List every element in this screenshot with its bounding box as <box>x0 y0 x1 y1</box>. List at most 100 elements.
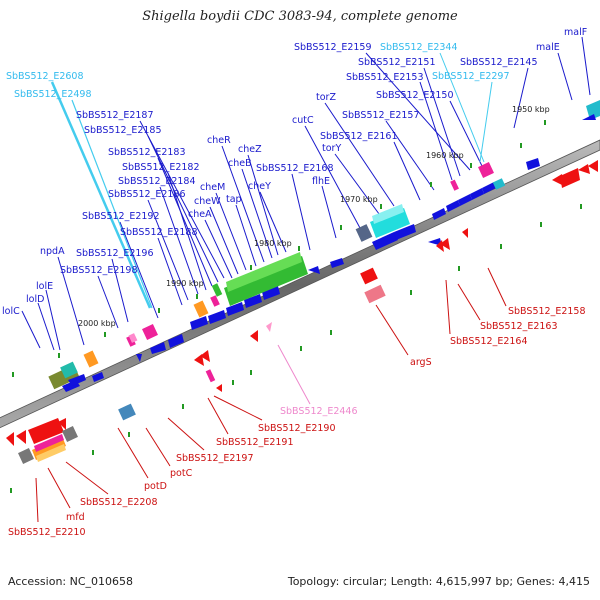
gene-block-teal <box>60 361 78 379</box>
leader-potC <box>145 427 171 467</box>
leader-E2498 <box>71 99 153 309</box>
tick-label: 1950 kbp <box>512 105 550 114</box>
gene-label: cheA <box>188 209 212 220</box>
gene-label: SbBS512_E2182 <box>122 162 200 173</box>
gene-arrow <box>58 418 66 430</box>
leader-E2186 <box>147 199 189 301</box>
leader-cheY <box>259 191 287 253</box>
gene-block-red <box>28 418 64 444</box>
leader-E2196 <box>111 258 129 323</box>
gene-label: SbBS512_E2198 <box>60 265 138 276</box>
tick-mark <box>300 346 302 351</box>
gene-label: mfd <box>66 512 85 523</box>
gene-block-green <box>211 283 223 297</box>
leader-cutC <box>304 125 361 229</box>
leader-potD <box>117 427 149 479</box>
tick-mark <box>540 222 542 227</box>
gene-label: malF <box>564 27 587 38</box>
gene-arrow <box>16 430 26 444</box>
gene-arrow <box>330 258 344 268</box>
rna-label: SbBS512_E2297 <box>432 71 510 82</box>
gene-arrow <box>68 374 86 386</box>
tick-label: 1960 kbp <box>426 151 464 160</box>
leader-E2183 <box>157 157 213 287</box>
tick-mark <box>92 450 94 455</box>
leader-E2191 <box>207 397 229 435</box>
gene-block-orange <box>83 350 99 368</box>
gene-arrow <box>168 334 184 348</box>
tick-label: 1970 kbp <box>340 195 378 204</box>
gene-label: cheW <box>194 196 221 207</box>
gene-arrow <box>526 158 540 170</box>
tick-mark <box>520 143 522 148</box>
gene-arrow <box>136 354 142 362</box>
gene-label: SbBS512_E2210 <box>8 527 86 538</box>
tick-label: 2000 kbp <box>78 319 116 328</box>
gene-arrow <box>190 316 208 330</box>
leader-torY <box>334 153 383 219</box>
gene-pseudo <box>266 322 272 332</box>
gene-arrow <box>250 330 258 342</box>
leader-cheW <box>209 206 239 275</box>
gene-label: SbBS512_E2157 <box>342 110 420 121</box>
leader-E2197 <box>167 417 205 451</box>
gene-label: npdA <box>40 246 65 257</box>
gene-label: SbBS512_E2145 <box>460 57 538 68</box>
gene-label: SbBS512_E2161 <box>320 131 398 142</box>
tick-mark <box>58 353 60 358</box>
leader-E2192 <box>119 221 159 319</box>
gene-arrow <box>440 238 450 250</box>
leader-E2150 <box>449 100 483 167</box>
gene-block-cyan <box>370 208 410 238</box>
gene-block-pink <box>128 333 138 343</box>
gene-arrow <box>208 310 226 324</box>
reverse-labels: SbBS512_E2210 mfd SbBS512_E2208 potD pot… <box>8 306 586 538</box>
tick-mark <box>104 332 106 337</box>
gene-arrow <box>262 286 280 300</box>
gene-label: SbBS512_E2183 <box>108 147 186 158</box>
gene-block-green-light <box>226 252 302 292</box>
gene-block-red <box>560 168 580 188</box>
gene-arrow <box>432 208 446 220</box>
gene-label: SbBS512_E2151 <box>358 57 436 68</box>
gene-block-orange <box>193 300 209 318</box>
leader-lolE <box>45 289 61 351</box>
gene-label: SbBS512_E2197 <box>176 453 254 464</box>
leader-cheR <box>221 145 265 263</box>
gene-block-green <box>224 256 308 306</box>
gene-label: SbBS512_E2192 <box>82 211 160 222</box>
tick-mark <box>182 404 184 409</box>
gene-arrow <box>226 302 244 316</box>
gene-label: SbBS512_E2190 <box>258 423 336 434</box>
leader-lolD <box>37 302 55 351</box>
pseudo-label: SbBS512_E2446 <box>280 406 358 417</box>
gene-label: SbBS512_E2159 <box>294 42 372 53</box>
gene-label: cheR <box>207 135 231 146</box>
gene-arrow <box>482 182 496 194</box>
tick-mark <box>458 266 460 271</box>
leader-E2198 <box>97 275 119 329</box>
tick-mark <box>470 163 472 168</box>
gene-label: SbBS512_E2163 <box>480 321 558 332</box>
tick-mark <box>330 330 332 335</box>
topology-text: Topology: circular; Length: 4,615,997 bp… <box>287 575 590 588</box>
reverse-features <box>6 160 598 464</box>
leader-E2161 <box>393 141 421 201</box>
pseudo-labels: SbBS512_E2446 <box>280 406 358 417</box>
leader-argS <box>375 304 409 356</box>
leader-malE <box>557 52 573 101</box>
tick-mark <box>544 120 546 125</box>
tick-labels: 2000 kbp 1990 kbp 1980 kbp 1970 kbp 1960… <box>78 105 550 328</box>
tick-mark <box>500 244 502 249</box>
leader-tap <box>235 204 257 267</box>
forward-features <box>48 100 600 392</box>
tick-mark <box>158 308 160 313</box>
gene-block-grey <box>62 426 78 442</box>
gene-block-cyan-light <box>372 204 404 224</box>
gene-arrow <box>462 228 468 238</box>
tick-mark <box>380 204 382 209</box>
rna-label: SbBS512_E2608 <box>6 71 84 82</box>
gene-block-pink <box>126 335 136 347</box>
gene-block-slate <box>355 224 373 242</box>
gene-arrow <box>216 384 222 392</box>
